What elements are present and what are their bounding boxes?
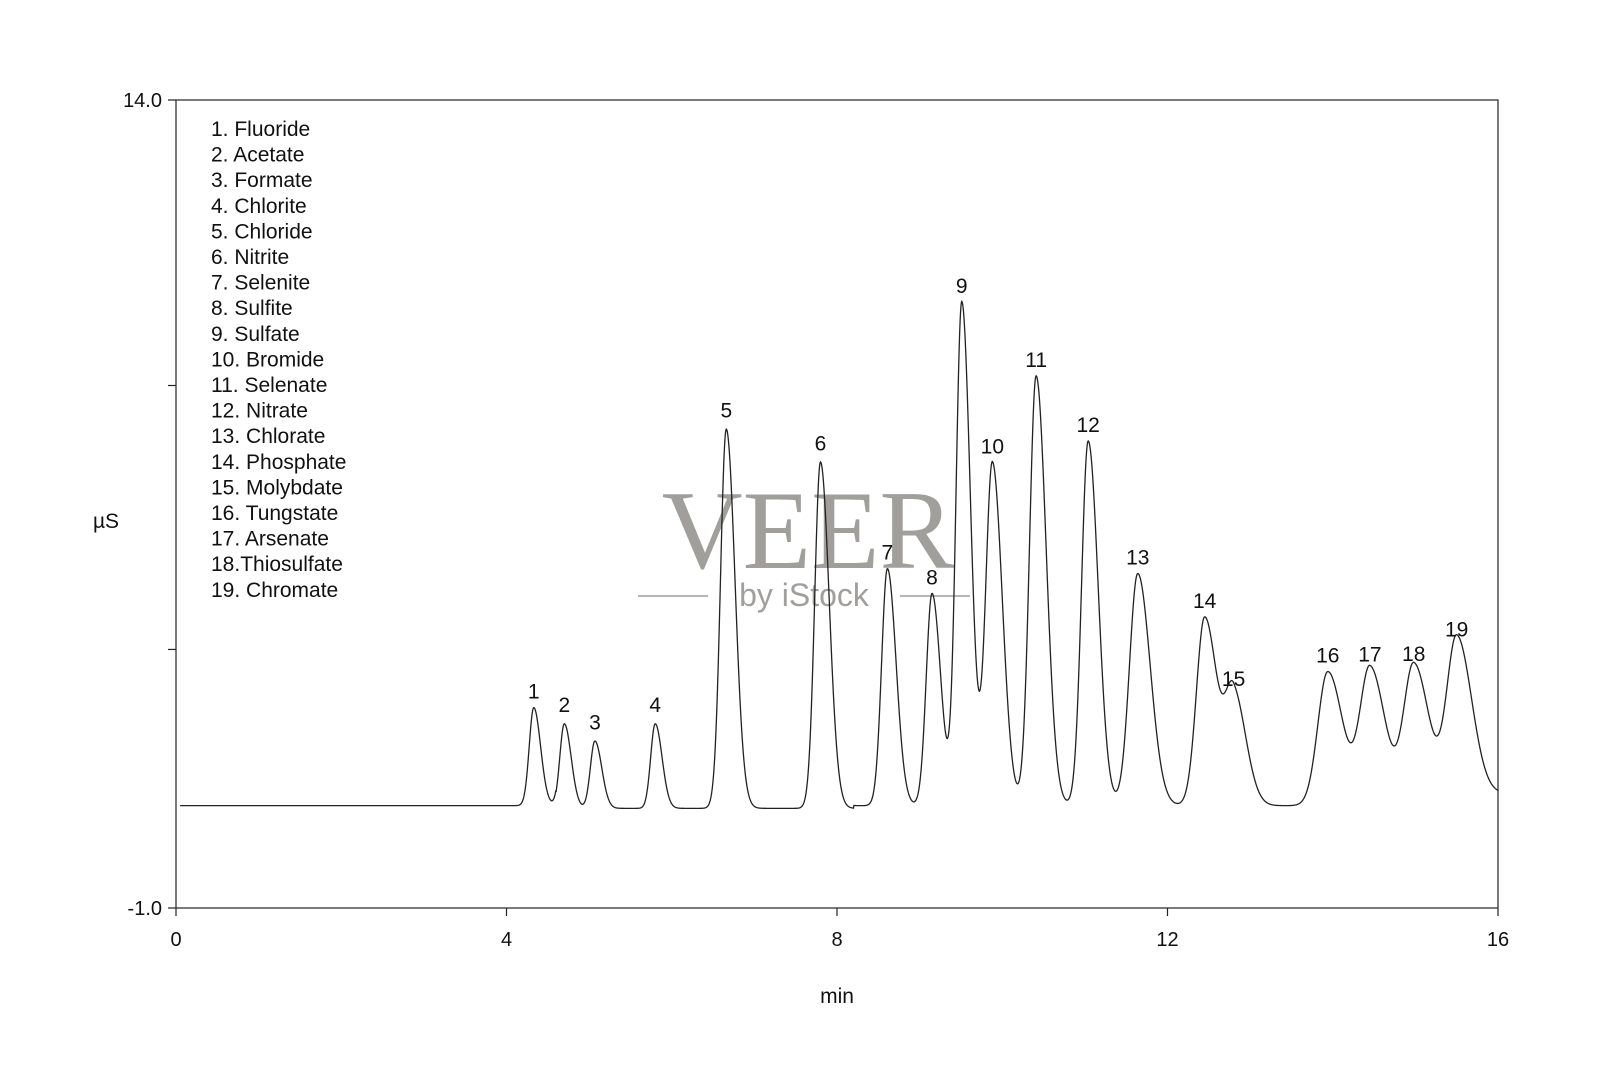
legend-entry: 7. Selenite [211,272,310,295]
watermark: VEER by iStock [638,469,970,613]
peak-label: 2 [558,694,570,717]
x-tick-label: 12 [1156,929,1178,951]
legend-entry: 2. Acetate [211,144,304,167]
peak-label: 5 [720,399,732,422]
legend-entry: 16. Tungstate [211,502,338,525]
peak-label: 6 [815,432,827,455]
legend-entry: 4. Chlorite [211,195,307,218]
legend-entry: 17. Arsenate [211,528,329,551]
x-tick-label: 0 [170,929,181,951]
legend-entry: 18.Thiosulfate [211,553,343,576]
peak-label: 8 [926,566,938,589]
legend-entry: 12. Nitrate [211,400,308,423]
peak-label: 15 [1222,668,1245,691]
peak-label: 18 [1402,643,1425,666]
peak-label: 17 [1358,643,1381,666]
legend-entry: 15. Molybdate [211,476,343,499]
peak-label: 11 [1025,349,1047,372]
peak-label: 10 [981,436,1004,459]
y-tick-label: -1.0 [128,898,162,920]
legend-entry: 19. Chromate [211,579,338,602]
legend-entry: 9. Sulfate [211,323,300,346]
watermark-title: VEER [662,469,955,593]
watermark-subtitle: by iStock [739,577,870,613]
legend-entry: 5. Chloride [211,220,313,243]
legend-entry: 8. Sulfite [211,297,293,320]
peak-label: 3 [589,711,601,734]
peak-label: 12 [1077,414,1100,437]
peak-label: 9 [956,275,968,298]
legend-entry: 11. Selenate [211,374,327,397]
peak-label: 16 [1316,645,1339,668]
legend-entry: 14. Phosphate [211,451,346,474]
x-tick-label: 4 [501,929,512,951]
y-axis-title: µS [93,510,119,533]
axes: 0 4 8 12 16-1.014.0 [123,90,1509,951]
x-tick-label: 8 [831,929,842,951]
legend-entry: 6. Nitrite [211,246,289,269]
peak-label: 4 [649,694,661,717]
peak-label: 1 [528,681,540,704]
peak-label: 19 [1445,619,1468,642]
peak-label: 14 [1193,590,1217,613]
legend-entry: 3. Formate [211,169,313,192]
legend-entry: 1. Fluoride [211,118,310,141]
x-axis-title: min [820,985,854,1008]
legend-entry: 10. Bromide [211,348,324,371]
legend-entry: 13. Chlorate [211,425,325,448]
chromatogram-trace [180,299,1499,809]
peak-label: 13 [1126,546,1149,569]
x-tick-label: 16 [1487,929,1509,951]
y-tick-label: 14.0 [123,90,162,112]
peak-label: 7 [882,542,894,565]
